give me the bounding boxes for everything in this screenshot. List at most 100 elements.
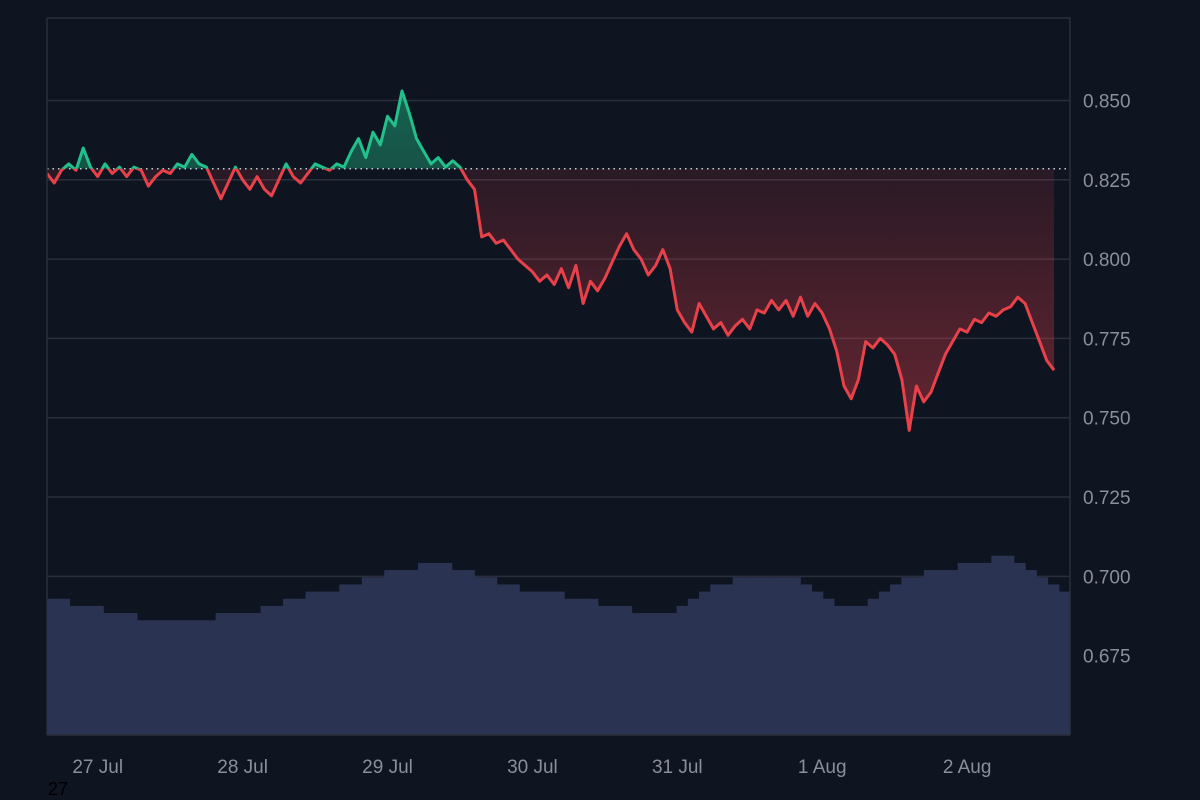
volume-bar: [1002, 555, 1015, 735]
volume-bar: [811, 591, 824, 735]
volume-bar: [507, 584, 520, 735]
volume-bar: [991, 555, 1004, 735]
volume-bar: [193, 620, 205, 735]
volume-bar: [181, 620, 194, 735]
volume-bar: [732, 577, 745, 735]
volume-bar: [766, 577, 779, 735]
volume-bar: [58, 598, 71, 735]
volume-bar: [159, 620, 172, 735]
volume-bar: [91, 605, 104, 735]
volume-bar: [305, 591, 318, 735]
volume-bar: [597, 605, 610, 735]
volume-bar: [743, 577, 756, 735]
volume-bar: [417, 562, 430, 735]
volume-bar: [384, 570, 397, 735]
volume-bar: [114, 613, 127, 735]
volume-bar: [654, 613, 666, 735]
volume-bar: [687, 598, 700, 735]
y-tick-label: 0.675: [1083, 647, 1131, 668]
volume-bar: [721, 584, 734, 735]
volume-bar: [822, 598, 835, 735]
volume-bar: [541, 591, 554, 735]
volume-bar: [485, 577, 498, 735]
volume-bar: [271, 605, 284, 735]
volume-bar: [249, 613, 262, 735]
volume-bar: [361, 577, 374, 735]
volume-bar: [631, 613, 644, 735]
volume-bar: [586, 598, 599, 735]
volume-bar: [440, 562, 453, 735]
volume-bar: [957, 562, 970, 735]
volume-bar: [451, 570, 464, 735]
volume-bar: [429, 562, 442, 735]
volume-bar: [845, 605, 858, 735]
volume-bar: [496, 584, 509, 735]
volume-bar: [968, 562, 981, 735]
price-line-down-segment: [47, 168, 1056, 432]
volume-bar: [552, 591, 565, 735]
volume-bar: [148, 620, 161, 735]
volume-bar: [912, 577, 925, 735]
volume-bar: [373, 577, 385, 735]
volume-bar: [69, 605, 82, 735]
volume-bar: [474, 577, 487, 735]
y-tick-label: 0.725: [1083, 488, 1131, 509]
volume-bar: [946, 570, 959, 735]
volume-bar: [406, 570, 419, 735]
volume-bar: [1058, 591, 1071, 735]
volume-bar: [47, 598, 59, 735]
volume-bar: [462, 570, 475, 735]
volume-bar: [564, 598, 576, 735]
volume-bar: [519, 591, 531, 735]
volume-bar: [699, 591, 711, 735]
volume-bar: [80, 605, 93, 735]
y-tick-label: 0.775: [1083, 329, 1131, 350]
volume-bar: [260, 605, 273, 735]
volume-bar: [215, 613, 228, 735]
chart-frame: [46, 17, 1071, 736]
volume-bar: [890, 584, 902, 735]
footer-label: 27: [48, 779, 69, 799]
volume-bar: [833, 605, 846, 735]
volume-bar: [530, 591, 543, 735]
down-area-fill: [47, 168, 1055, 431]
volume-bar: [923, 570, 936, 735]
volume-bar: [1036, 577, 1049, 735]
volume-bar: [328, 591, 340, 735]
y-tick-label: 0.800: [1083, 250, 1131, 271]
volume-bar: [788, 577, 801, 735]
x-tick-label: 30 Jul: [507, 757, 558, 778]
volume-bar: [316, 591, 329, 735]
volume-bar: [878, 591, 891, 735]
volume-bar: [609, 605, 621, 735]
volume-bar: [294, 598, 307, 735]
volume-bar: [642, 613, 655, 735]
price-line: [47, 89, 1056, 432]
volume-bar: [283, 598, 295, 735]
volume-bar: [856, 605, 869, 735]
volume-bar: [1047, 584, 1060, 735]
volume-bar: [755, 577, 768, 735]
volume-bar: [350, 584, 363, 735]
volume-bar: [395, 570, 408, 735]
x-tick-label: 29 Jul: [362, 757, 413, 778]
volume-bar: [620, 605, 633, 735]
x-tick-label: 1 Aug: [798, 757, 847, 778]
volume-bar: [170, 620, 183, 735]
volume-bar: [136, 620, 149, 735]
volume-bar: [125, 613, 138, 735]
volume-bar: [800, 584, 813, 735]
volume-bar: [103, 613, 116, 735]
x-tick-label: 27 Jul: [72, 757, 123, 778]
volume-bar: [676, 605, 689, 735]
volume-bar: [204, 620, 217, 735]
y-axis-ticks: 0.850 0.825 0.800 0.775 0.750 0.725 0.700 0.675: [1083, 91, 1131, 667]
volume-bar: [575, 598, 588, 735]
volume-bar: [238, 613, 250, 735]
volume-bar: [339, 584, 352, 735]
volume-bar: [901, 577, 914, 735]
volume-bar: [226, 613, 239, 735]
x-tick-label: 31 Jul: [652, 757, 703, 778]
y-tick-label: 0.850: [1083, 91, 1131, 112]
y-tick-label: 0.700: [1083, 567, 1131, 588]
